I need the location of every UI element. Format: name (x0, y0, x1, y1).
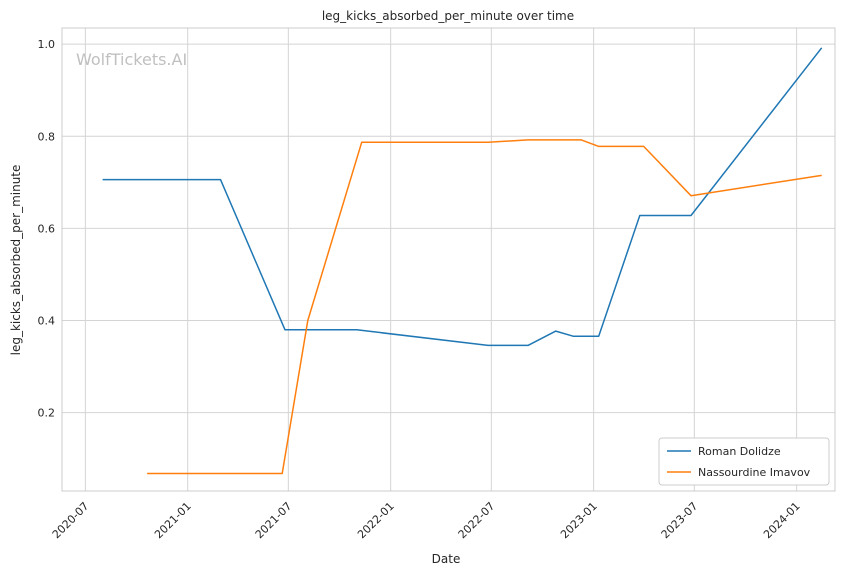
grid-layer (62, 28, 835, 491)
plot-area (62, 28, 835, 491)
watermark: WolfTickets.AI (76, 50, 187, 69)
y-axis-label: leg_kicks_absorbed_per_minute (9, 165, 23, 356)
y-tick-label: 1.0 (38, 38, 56, 51)
y-tick-label: 0.4 (38, 315, 56, 328)
series-line-nassourdine-imavov (147, 139, 822, 475)
y-tick-label: 0.6 (38, 222, 56, 235)
y-tick-labels: 0.2 0.4 0.6 0.8 1.0 (38, 38, 56, 420)
plot-frame (61, 27, 836, 492)
series-layer (102, 47, 823, 475)
legend: Roman Dolidze Nassourdine Imavov (658, 437, 830, 486)
y-tick-label: 0.8 (38, 130, 56, 143)
legend-box (658, 437, 830, 486)
legend-label-nassourdine-imavov: Nassourdine Imavov (698, 466, 811, 479)
x-axis-label: Date (432, 552, 461, 566)
legend-label-roman-dolidze: Roman Dolidze (698, 445, 781, 458)
y-tick-label: 0.2 (38, 407, 56, 420)
chart-title: leg_kicks_absorbed_per_minute over time (322, 9, 574, 23)
series-line-roman-dolidze (102, 47, 823, 347)
